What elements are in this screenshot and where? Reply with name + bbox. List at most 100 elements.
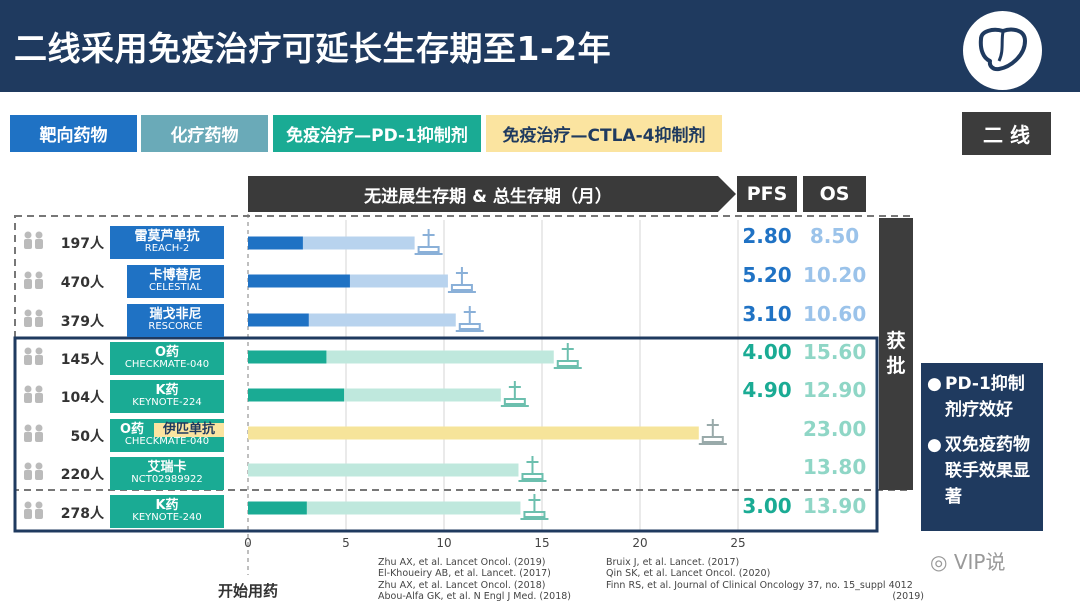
people-icon: [22, 423, 46, 447]
page-title: 二线采用免疫治疗可延长生存期至1-2年: [14, 29, 612, 68]
pfs-value: 5.20: [742, 263, 792, 287]
x-tick: 25: [730, 536, 746, 550]
reference: Qin SK, et al. Lancet Oncol. (2020): [606, 568, 771, 580]
header-bar: [0, 0, 1080, 92]
os-value: 13.80: [803, 455, 867, 479]
patient-count: 379人: [60, 314, 104, 330]
patient-count: 104人: [60, 390, 104, 406]
pfs-value: 2.80: [742, 224, 792, 248]
legend-chemo: 化疗药物: [141, 115, 268, 152]
people-icon: [22, 500, 46, 524]
drug-label: K药 KEYNOTE-240: [110, 495, 224, 528]
patient-count: 145人: [60, 352, 104, 368]
trial-name: KEYNOTE-224: [132, 397, 202, 409]
people-icon: [22, 270, 46, 294]
drug-label: K药 KEYNOTE-224: [110, 380, 224, 413]
trial-name: REACH-2: [144, 243, 190, 255]
drug-name: K药: [155, 383, 179, 399]
trial-name: RESCORCE: [148, 321, 203, 333]
os-value: 10.60: [803, 302, 867, 326]
pfs-bar: [248, 274, 350, 288]
tombstone-icon: [553, 343, 582, 369]
people-icon: [22, 346, 46, 370]
trial-name: CELESTIAL: [148, 282, 202, 294]
wechat-watermark: ◎ VIP说: [930, 546, 1005, 575]
os-value: 8.50: [809, 224, 860, 248]
drug-name: O药: [119, 422, 145, 438]
reference: Zhu AX, et al. Lancet Oncol. (2019): [378, 557, 546, 568]
reference: (2019): [892, 591, 924, 603]
people-icon: [22, 308, 46, 332]
note-text: 双免疫药物联手效果显著: [945, 434, 1030, 508]
os-value: 13.90: [803, 494, 867, 518]
os-value: 15.60: [803, 340, 867, 364]
approved-char-2: 批: [886, 355, 906, 377]
chart-header-label: 无进展生存期 & 总生存期（月）: [364, 186, 612, 207]
drug-name: 卡博替尼: [149, 268, 202, 284]
liver-icon: [963, 11, 1042, 90]
patient-count: 278人: [60, 506, 104, 522]
pfs-bar: [248, 350, 327, 364]
patient-count: 50人: [70, 429, 104, 445]
references-left: Zhu AX, et al. Lancet Oncol. (2019) El-K…: [378, 557, 571, 603]
patient-count: 470人: [60, 275, 104, 291]
pfs-value: 3.00: [742, 494, 792, 518]
approved-char-1: 获: [886, 330, 906, 353]
drug-name: 雷莫芦单抗: [134, 229, 200, 245]
references-right: Bruix J, et al. Lancet. (2017) Qin SK, e…: [606, 557, 924, 603]
drug-label: O药 伊匹单抗 CHECKMATE-040: [110, 419, 224, 452]
legend-targeted: 靶向药物: [10, 115, 137, 152]
os-bar: [248, 463, 519, 477]
wechat-icon: ◎: [930, 550, 948, 574]
pfs-header: PFS: [737, 176, 797, 212]
os-value: 12.90: [803, 378, 867, 402]
reference: Zhu AX, et al. Lancet Oncol. (2018): [378, 579, 546, 591]
drug-label: 雷莫芦单抗 REACH-2: [110, 226, 224, 259]
os-value: 10.20: [803, 263, 867, 287]
people-icon: [22, 230, 46, 254]
drug-name: 艾瑞卡: [147, 460, 187, 476]
start-label: 开始用药: [218, 582, 279, 600]
drug-label: 艾瑞卡 NCT02989922: [110, 457, 224, 490]
tombstone-icon: [520, 494, 549, 520]
pfs-bar: [248, 236, 303, 250]
x-tick: 10: [436, 536, 452, 550]
approved-label: 获 批: [879, 218, 913, 490]
reference: Abou-Alfa GK, et al. N Engl J Med. (2018…: [378, 591, 571, 603]
drug-name: K药: [155, 498, 179, 514]
x-tick: 0: [244, 536, 252, 550]
os-value: 23.00: [803, 417, 867, 441]
os-bar: [248, 426, 699, 440]
immunotherapy-box: [13, 336, 879, 533]
header-arrow: [248, 176, 736, 212]
x-tick: 20: [632, 536, 648, 550]
pfs-bar: [248, 501, 307, 515]
pfs-bar: [248, 313, 309, 327]
watermark-text: VIP说: [953, 550, 1006, 574]
trial-name: KEYNOTE-240: [132, 512, 202, 524]
trial-name: CHECKMATE-040: [124, 359, 210, 371]
trial-name: NCT02989922: [131, 474, 203, 486]
reference: Finn RS, et al. Journal of Clinical Onco…: [606, 579, 913, 591]
legend-pd1: 免疫治疗—PD-1抑制剂: [273, 115, 481, 152]
pfs-value: 4.00: [742, 340, 792, 364]
note-item: ● PD-1抑制剂疗效好: [927, 371, 1037, 424]
note-item: ● 双免疫药物联手效果显著: [927, 432, 1037, 511]
reference: Bruix J, et al. Lancet. (2017): [606, 557, 740, 568]
reference: El-Khoueiry AB, et al. Lancet. (2017): [378, 568, 551, 580]
trial-name: CHECKMATE-040: [124, 436, 210, 448]
people-icon: [22, 384, 46, 408]
people-icon: [22, 461, 46, 485]
notes-box: ● PD-1抑制剂疗效好 ● 双免疫药物联手效果显著: [921, 363, 1043, 531]
note-text: PD-1抑制剂疗效好: [945, 374, 1025, 421]
second-line-badge: 二 线: [962, 112, 1051, 155]
x-tick: 15: [534, 536, 550, 550]
tombstone-icon: [455, 306, 484, 332]
drug-label: 瑞戈非尼 RESCORCE: [127, 304, 224, 337]
legend-ctla4: 免疫治疗—CTLA-4抑制剂: [486, 115, 722, 152]
tombstone-icon: [414, 229, 443, 255]
patient-count: 220人: [60, 467, 104, 483]
drug-label: 卡博替尼 CELESTIAL: [127, 265, 224, 298]
pfs-value: 3.10: [742, 302, 792, 326]
